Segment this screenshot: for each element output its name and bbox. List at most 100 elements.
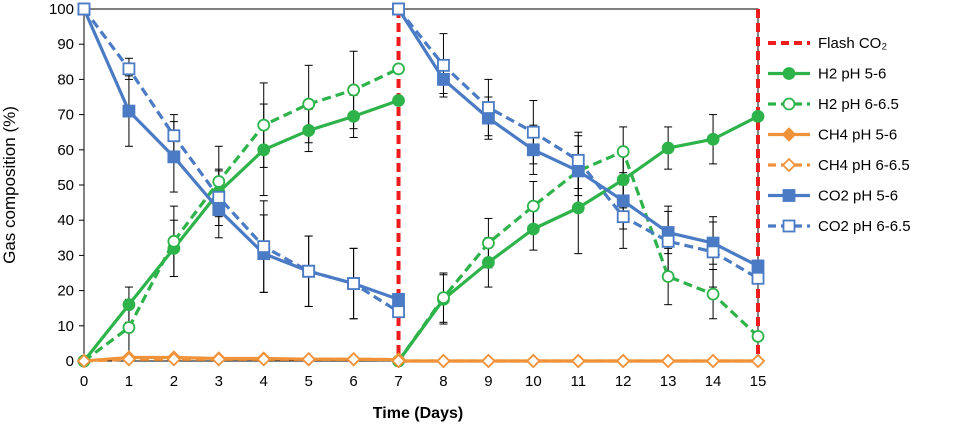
x-tick-label: 6 — [349, 373, 357, 390]
y-tick-label: 0 — [66, 353, 74, 370]
data-point — [616, 194, 630, 208]
x-axis-title: Time (Days) — [373, 405, 463, 422]
y-tick-label: 80 — [57, 71, 74, 88]
data-point — [571, 153, 585, 167]
data-point — [257, 240, 271, 254]
legend-item: Flash CO₂ — [768, 35, 887, 52]
legend: Flash CO₂ H2 pH 5-6 H2 pH 6-6.5 CH4 pH 5-6 C… — [768, 35, 911, 235]
data-point — [211, 351, 227, 367]
series-line — [82, 8, 400, 301]
data-point — [661, 270, 675, 283]
data-point — [256, 351, 272, 367]
legend-label: H2 pH 5-6 — [818, 66, 886, 83]
y-tick-label: 90 — [57, 36, 74, 53]
data-point — [122, 298, 136, 312]
y-tick-label: 100 — [49, 1, 74, 18]
data-point — [616, 145, 630, 158]
legend-marker — [782, 189, 796, 202]
x-tick-label: 2 — [170, 373, 178, 390]
legend-marker — [782, 67, 796, 80]
y-axis-title: Gas composition (%) — [0, 106, 19, 264]
data-point — [212, 190, 226, 204]
data-point — [391, 353, 406, 369]
series-markers — [76, 2, 766, 369]
y-tick-label: 70 — [57, 107, 74, 124]
data-point — [616, 173, 630, 187]
data-point — [392, 2, 405, 16]
data-point — [302, 97, 316, 111]
data-point — [302, 264, 316, 278]
x-tick-label: 7 — [394, 373, 402, 390]
legend-marker — [782, 97, 796, 111]
data-point — [392, 292, 405, 306]
data-point — [437, 73, 450, 86]
data-point — [705, 353, 721, 369]
data-point — [481, 111, 495, 125]
series-line — [397, 8, 759, 280]
series-line — [397, 149, 760, 362]
x-tick-label: 11 — [570, 373, 586, 390]
data-point — [122, 321, 136, 334]
legend-label: H2 pH 6-6.5 — [818, 96, 899, 113]
x-tick-label: 5 — [304, 373, 312, 390]
data-point — [77, 2, 91, 16]
legend-item: H2 pH 5-6 — [768, 66, 886, 83]
legend-label: Flash CO₂ — [818, 35, 887, 52]
x-tick-label: 10 — [525, 373, 542, 390]
data-point — [347, 277, 361, 290]
x-tick-label: 8 — [439, 373, 447, 390]
legend-label: CH4 pH 6-6.5 — [818, 157, 910, 174]
legend-item: CH4 pH 6-6.5 — [768, 157, 910, 174]
data-point — [661, 234, 675, 248]
data-point — [257, 143, 271, 157]
legend-marker — [781, 127, 797, 142]
data-point — [706, 245, 720, 259]
data-point — [167, 234, 181, 248]
y-tick-label: 50 — [57, 177, 74, 194]
legend-marker — [782, 219, 796, 233]
data-point — [392, 62, 405, 76]
data-point — [526, 199, 540, 213]
data-point — [212, 175, 226, 188]
data-point — [481, 101, 495, 114]
data-point — [257, 118, 271, 132]
data-point — [526, 143, 540, 157]
data-point — [167, 150, 181, 164]
x-tick-label: 0 — [80, 373, 88, 390]
data-point — [122, 104, 136, 118]
series-line — [83, 67, 400, 363]
x-tick-label: 4 — [260, 373, 268, 390]
data-point — [392, 305, 405, 319]
data-point — [616, 210, 630, 224]
series-line — [82, 8, 400, 314]
data-point — [571, 164, 585, 178]
y-axis-ticks: 0 10 20 30 40 50 60 70 80 90 100 — [49, 1, 84, 370]
data-point — [76, 353, 92, 369]
data-point — [436, 353, 451, 369]
series-line — [83, 357, 399, 363]
y-tick-label: 20 — [57, 283, 74, 300]
data-point — [301, 351, 316, 367]
data-point — [706, 132, 720, 146]
data-point — [751, 271, 765, 285]
data-point — [751, 259, 765, 273]
x-tick-label: 13 — [660, 373, 677, 390]
x-axis-ticks: 0 1 2 3 4 5 6 7 8 9 10 11 12 13 14 15 — [80, 361, 766, 390]
data-point — [481, 353, 496, 369]
data-point — [526, 125, 540, 139]
y-tick-label: 10 — [57, 318, 74, 335]
plot-area-frame — [83, 8, 759, 362]
y-tick-label: 30 — [57, 247, 74, 264]
data-point — [437, 58, 450, 72]
x-tick-label: 12 — [615, 373, 632, 390]
data-point — [121, 351, 137, 367]
legend-label: CH4 pH 5-6 — [818, 127, 897, 144]
data-point — [437, 291, 450, 305]
y-tick-label: 60 — [57, 142, 74, 159]
legend-item: H2 pH 6-6.5 — [768, 96, 899, 113]
data-point — [615, 353, 631, 369]
data-point — [481, 256, 495, 269]
data-point — [751, 329, 765, 343]
data-point — [122, 62, 136, 76]
data-point — [526, 353, 541, 369]
